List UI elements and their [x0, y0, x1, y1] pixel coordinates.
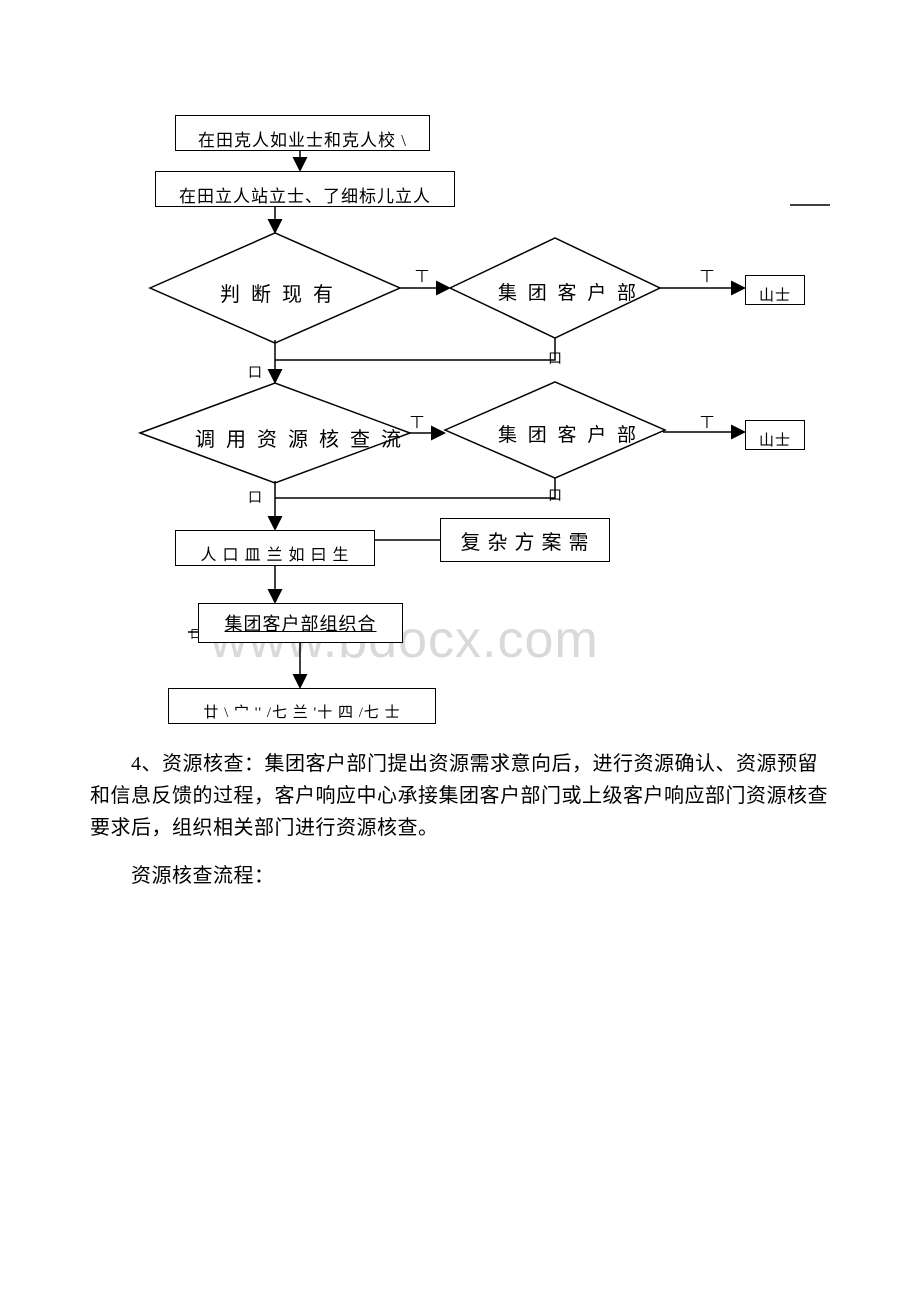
- node-r4-label: 山士: [759, 429, 791, 450]
- node-r2: 山士: [745, 275, 805, 305]
- node-n7-label: 集团客户部组织合: [225, 610, 377, 636]
- node-n2: 在田立人站立士、了细标儿立人: [155, 171, 455, 207]
- flow-lines: 口: [0, 0, 920, 1302]
- diamond-d1-label: 判 断 现 有: [220, 278, 336, 307]
- node-n5-label: 人 口 皿 兰 如 曰 生: [200, 541, 349, 565]
- edge-label-3: 口: [548, 348, 562, 368]
- edge-label-4: 口: [248, 362, 262, 382]
- node-n8: 廿 \ 宀 '' /七 兰 '十 四 /七 士: [168, 688, 436, 724]
- edge-label-7: 口: [548, 485, 562, 505]
- edge-label-5: 丅: [410, 412, 424, 432]
- edge-label-1: 丅: [415, 266, 429, 286]
- node-n6: 复 杂 方 案 需: [440, 518, 610, 562]
- diamond-d4-label: 集 团 客 户 部: [498, 420, 639, 447]
- node-n5: 人 口 皿 兰 如 曰 生: [175, 530, 375, 566]
- page-canvas: www.bdocx.com 口: [0, 0, 920, 1302]
- node-n8-label: 廿 \ 宀 '' /七 兰 '十 四 /七 士: [203, 701, 400, 722]
- node-n1: 在田克人如业士和克人校 \: [175, 115, 430, 151]
- edge-label-6: 丅: [700, 412, 714, 432]
- node-n2-label: 在田立人站立士、了细标儿立人: [179, 182, 431, 207]
- node-n6-label: 复 杂 方 案 需: [461, 526, 590, 555]
- edge-label-2: 丅: [700, 266, 714, 286]
- diamond-d3-label: 调 用 资 源 核 查 流: [195, 423, 404, 452]
- node-r4: 山士: [745, 420, 805, 450]
- node-r2-label: 山士: [759, 284, 791, 305]
- node-n7: 集团客户部组织合: [198, 603, 403, 643]
- node-n1-label: 在田克人如业士和克人校 \: [198, 126, 407, 151]
- diamond-d2-label: 集 团 客 户 部: [498, 278, 639, 305]
- edge-label-8: 口: [248, 487, 262, 507]
